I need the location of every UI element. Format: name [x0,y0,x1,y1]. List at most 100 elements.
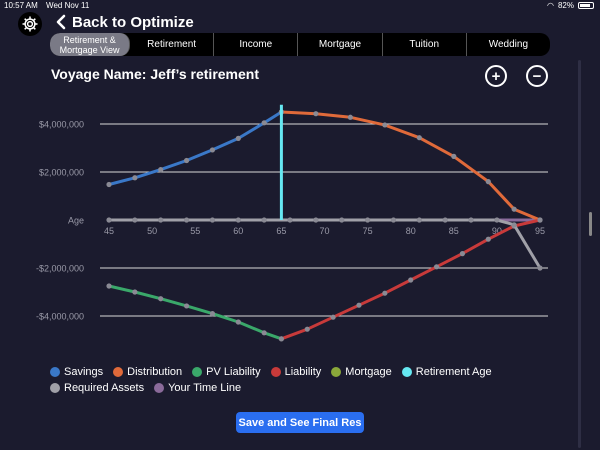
distribution-data-point [347,114,353,120]
x-tick-label: 70 [319,226,329,236]
required-assets-data-point [416,217,422,223]
status-time: 10:57 AM [4,1,38,10]
distribution-series-line [279,110,542,222]
x-tick-label: 85 [449,226,459,236]
liability-data-point [330,314,336,320]
legend-swatch [113,367,124,377]
pv-liability-series-line [107,284,283,341]
tab-tuition[interactable]: Tuition [383,33,467,56]
savings-data-point [158,167,164,173]
required-assets-data-point [537,265,543,271]
tab-income[interactable]: Income [214,33,299,56]
view-tabs: Retirement & Mortgage View Retirement In… [50,33,550,56]
back-to-optimize-link[interactable]: Back to Optimize [56,12,194,32]
savings-data-point [235,135,241,141]
required-assets-data-point [183,217,190,223]
distribution-data-point [382,122,388,128]
save-and-see-final-results-button[interactable]: Save and See Final Res [236,412,364,433]
legend-item: Retirement Age [401,366,492,378]
required-assets-data-point [287,217,293,223]
x-tick-label: 50 [147,226,157,236]
legend-label: PV Liability [206,366,261,378]
legend-item: Savings [50,366,103,378]
tab-retirement[interactable]: Retirement [130,33,215,56]
scrollbar-thumb[interactable] [589,212,592,236]
status-date: Wed Nov 11 [46,1,90,10]
required-assets-data-point [235,217,241,223]
required-assets-data-point [468,217,474,223]
distribution-data-point [416,135,422,141]
save-button-label: Save and See Final Res [238,416,362,429]
tab-mortgage[interactable]: Mortgage [298,33,383,56]
required-assets-data-point [339,217,345,223]
legend-item: Required Assets [50,382,144,394]
chevron-left-icon [56,14,66,30]
zoom-in-button[interactable]: + [485,65,507,87]
y-tick-label: Age [68,216,84,226]
tab-wedding[interactable]: Wedding [488,38,529,50]
legend-item: Liability [270,366,321,378]
wifi-icon: ◠ [547,1,554,10]
legend-swatch [270,367,281,377]
status-bar: 10:57 AM Wed Nov 11 ◠ 82% [0,0,600,12]
legend-label: Distribution [127,366,183,378]
savings-series-line [107,110,283,186]
distribution-data-point [485,179,491,185]
gear-icon [22,16,38,32]
legend-row: Required Assets Your Time Line [50,382,530,394]
minus-icon: − [532,67,542,85]
x-tick-label: 65 [276,226,286,236]
back-label: Back to Optimize [72,13,194,31]
legend-label: Your Time Line [168,382,242,394]
pv-liability-data-point [209,311,216,317]
savings-data-point [209,147,216,153]
liability-data-point [408,277,414,283]
pv-liability-data-point [261,330,267,336]
chart-legend: Savings Distribution PV Liability Liability… [50,366,530,398]
plus-icon: + [491,67,501,85]
legend-label: Savings [64,366,104,378]
legend-label: Mortgage [345,366,392,378]
liability-data-point [485,236,491,242]
legend-item: Mortgage [331,366,392,378]
required-assets-data-point [313,217,319,223]
legend-swatch [192,367,203,377]
required-assets-series-line [107,218,542,270]
y-tick-label: $4,000,000 [39,120,84,130]
legend-swatch [154,383,165,393]
savings-data-point [106,181,112,188]
legend-swatch [331,367,342,377]
y-tick-label: -$4,000,000 [36,312,84,322]
x-tick-label: 60 [233,226,243,236]
pv-liability-data-point [132,289,138,295]
legend-label: Retirement Age [415,366,492,378]
x-tick-label: 45 [104,226,114,236]
distribution-data-point [511,206,517,212]
legend-swatch [50,367,60,377]
pv-liability-data-point [183,303,190,309]
savings-data-point [261,120,267,126]
required-assets-data-point [209,217,216,223]
required-assets-data-point [511,222,517,228]
savings-data-point [132,175,138,181]
x-tick-label: 80 [406,226,416,236]
savings-data-point [183,157,190,164]
x-tick-label: 55 [190,226,200,236]
y-tick-label: $2,000,000 [39,168,84,178]
settings-gear-button[interactable] [18,12,42,36]
distribution-data-point [313,111,319,117]
scrollbar-track[interactable] [578,60,581,448]
zoom-out-button[interactable]: − [526,65,548,87]
pv-liability-data-point [235,319,241,325]
legend-swatch [50,383,60,393]
required-assets-data-point [365,217,371,223]
required-assets-data-point [158,217,164,223]
voyage-title: Voyage Name: Jeff’s retirement [51,66,259,82]
tab-retirement-mortgage-view[interactable]: Retirement & Mortgage View [50,33,131,56]
distribution-data-point [451,153,457,159]
required-assets-data-point [494,217,500,223]
x-tick-label: 75 [363,226,373,236]
legend-swatch [401,367,412,377]
x-tick-label: 90 [492,226,502,236]
required-assets-data-point [442,217,448,223]
